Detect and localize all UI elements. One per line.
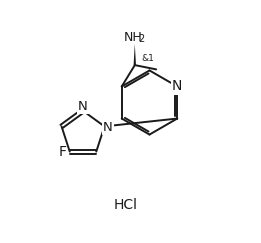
Polygon shape <box>134 44 136 65</box>
Text: NH: NH <box>124 31 143 43</box>
Text: 2: 2 <box>138 34 145 44</box>
Text: F: F <box>59 145 67 159</box>
Text: N: N <box>78 100 88 113</box>
Text: N: N <box>103 121 113 134</box>
Text: HCl: HCl <box>114 198 138 212</box>
Text: N: N <box>172 79 182 94</box>
Text: &1: &1 <box>141 54 154 63</box>
